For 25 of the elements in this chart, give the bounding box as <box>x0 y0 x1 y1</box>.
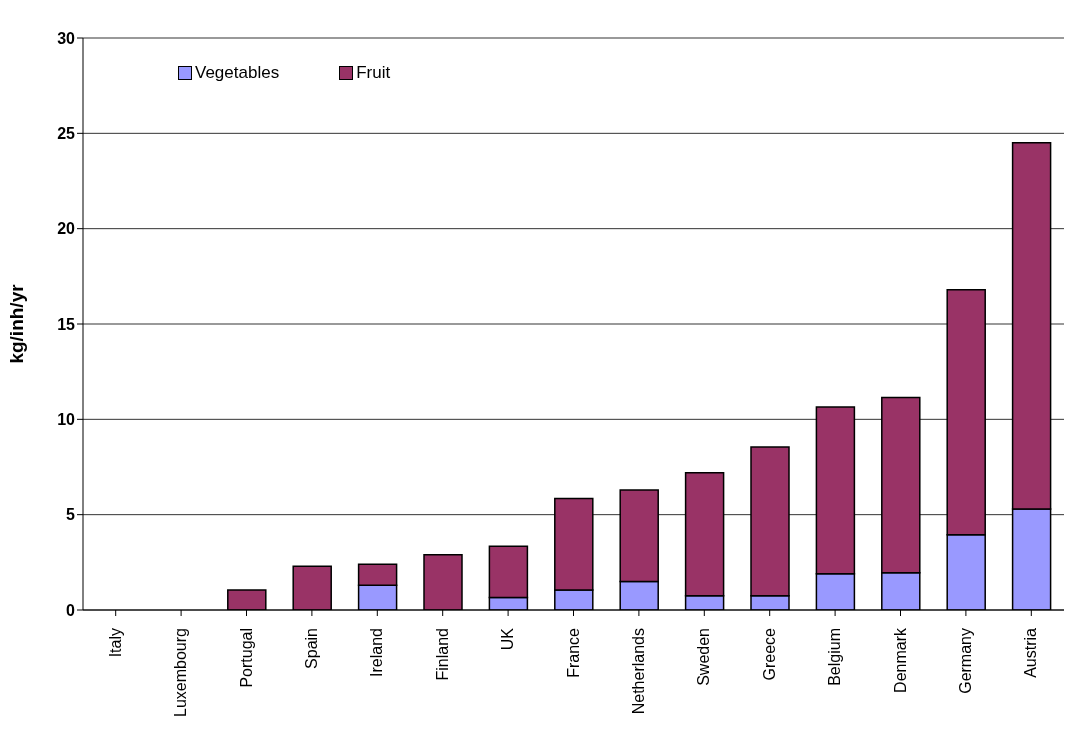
y-axis-title: kg/inh/yr <box>5 283 27 364</box>
x-tick-label: Sweden <box>695 628 713 686</box>
x-tick-label: Belgium <box>826 628 844 686</box>
x-tick-label: Italy <box>106 628 124 658</box>
x-tick-label: Spain <box>302 628 320 669</box>
x-tick-label: Greece <box>760 627 778 681</box>
x-tick-label: Luxembourg <box>172 628 190 717</box>
x-tick-label: Portugal <box>237 628 255 688</box>
y-tick-label: 20 <box>57 220 76 238</box>
y-tick-label: 5 <box>66 506 76 524</box>
legend-label: Vegetables <box>195 63 280 83</box>
x-tick-label: UK <box>499 627 517 651</box>
y-tick-label: 15 <box>57 315 76 333</box>
x-tick-label: Austria <box>1022 627 1040 678</box>
legend-label: Fruit <box>356 63 391 83</box>
y-tick-label: 0 <box>66 601 76 619</box>
y-tick-label: 30 <box>57 29 76 47</box>
x-tick-label: Germany <box>956 628 974 694</box>
x-tick-label: Denmark <box>891 627 909 693</box>
y-tick-label: 10 <box>57 411 76 429</box>
x-tick-label: Ireland <box>368 628 386 677</box>
x-tick-label: France <box>564 627 582 678</box>
y-tick-label: 25 <box>57 125 76 143</box>
x-tick-label: Netherlands <box>629 628 647 715</box>
x-tick-label: Finland <box>433 628 451 681</box>
